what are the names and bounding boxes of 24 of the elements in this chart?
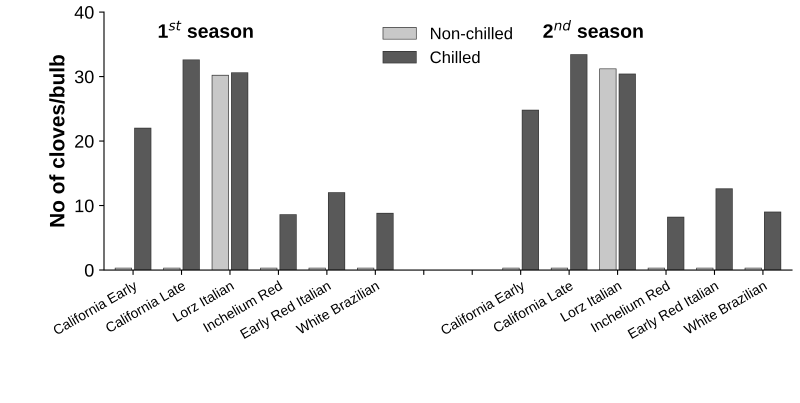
bar (134, 128, 152, 270)
legend-label: Non-chilled (431, 27, 512, 40)
y-tick-label: 0 (84, 264, 94, 277)
bar (570, 54, 588, 270)
bar (716, 188, 733, 270)
bar (376, 212, 394, 270)
y-axis-title: No of cloves/bulb (49, 55, 65, 226)
y-tick-label: 40 (74, 6, 94, 19)
bar (231, 72, 248, 270)
bar (667, 216, 684, 270)
annotation: 2$^{nd}$ season (543, 20, 643, 38)
bar (599, 68, 616, 270)
annotation: 1$^{st}$ season (158, 20, 253, 38)
y-tick-label: 30 (74, 70, 94, 84)
y-tick-label: 20 (75, 134, 94, 148)
legend-label: Chilled (430, 50, 480, 64)
bar (280, 214, 297, 270)
bar (212, 74, 229, 270)
bar (182, 59, 200, 270)
y-tick-label: 10 (76, 199, 94, 212)
bar (764, 212, 782, 270)
bar (328, 192, 346, 270)
bar (522, 110, 539, 270)
bar (618, 74, 636, 270)
